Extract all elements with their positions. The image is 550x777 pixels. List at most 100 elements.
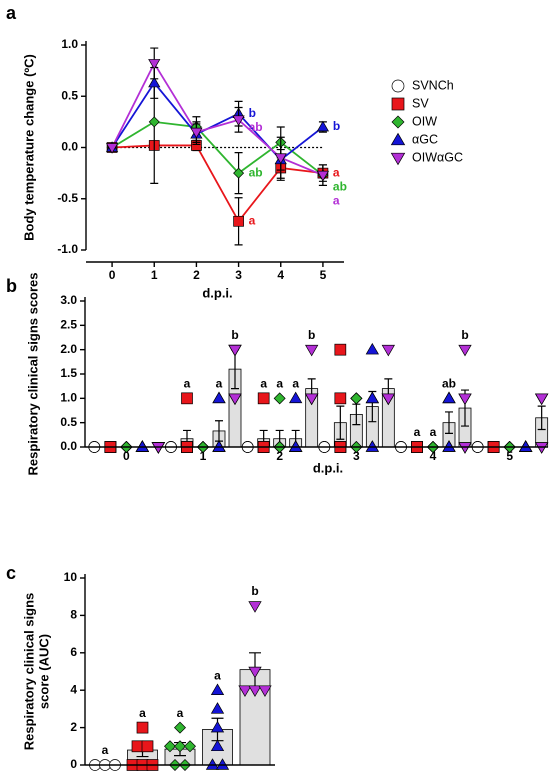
legend-label: αGC [412, 132, 438, 146]
x-tick-label: 5 [320, 268, 327, 282]
significance-letter: a [292, 377, 299, 391]
marker [305, 393, 319, 406]
marker [164, 740, 176, 753]
marker [289, 440, 303, 452]
x-tick-label: 0 [123, 449, 130, 463]
marker [190, 127, 203, 139]
marker [390, 132, 406, 146]
marker [350, 392, 363, 405]
marker [248, 666, 262, 679]
marker [210, 739, 225, 752]
significance-letter: a [333, 193, 340, 207]
y-tick-label: 2.5 [60, 318, 77, 332]
marker [233, 215, 244, 227]
y-tick-label: 0 [70, 757, 77, 771]
marker [205, 758, 220, 770]
series-line [111, 81, 324, 162]
significance-letter: b [333, 119, 340, 133]
significance-letter: b [251, 584, 258, 598]
marker [519, 440, 533, 452]
marker [334, 392, 347, 405]
significance-letter: a [276, 377, 283, 391]
marker [535, 393, 549, 406]
marker [535, 442, 549, 454]
significance-letter: b [308, 328, 315, 342]
marker [391, 115, 405, 129]
marker [232, 115, 245, 127]
marker [181, 392, 193, 405]
significance-letter: ab [249, 165, 263, 179]
marker [390, 152, 406, 166]
y-tick-label: 0.5 [60, 415, 77, 429]
significance-letter: a [177, 706, 184, 720]
y-tick-label: 0.0 [60, 439, 77, 453]
x-tick-label: 5 [506, 449, 513, 463]
panel-label: c [6, 563, 16, 583]
x-tick-label: 2 [276, 449, 283, 463]
y-tick-label: 0.5 [61, 88, 78, 102]
marker [105, 143, 119, 154]
marker [442, 440, 456, 452]
y-tick-label: 10 [64, 570, 78, 584]
x-tick-label: 1 [200, 449, 207, 463]
y-axis-title: Respiratory clinical signs [21, 593, 36, 751]
y-tick-label: 2 [70, 720, 77, 734]
marker [210, 720, 225, 733]
x-tick-label: 3 [235, 268, 242, 282]
y-tick-label: 0.0 [61, 140, 78, 154]
marker [238, 685, 252, 697]
marker [391, 79, 405, 93]
marker [210, 683, 225, 695]
marker [381, 344, 395, 357]
y-tick-label: 8 [70, 608, 77, 622]
marker [212, 440, 226, 452]
significance-letter: a [184, 377, 191, 391]
marker [212, 391, 226, 404]
legend-label: SVNCh [412, 78, 454, 92]
y-tick-label: 4 [70, 682, 77, 696]
marker [365, 391, 379, 404]
marker [258, 685, 272, 697]
marker [248, 685, 262, 697]
marker [305, 344, 319, 357]
marker [184, 740, 196, 753]
marker [365, 342, 379, 355]
series-line [111, 61, 324, 177]
panel-label: b [6, 276, 17, 296]
y-tick-label: 1.0 [60, 391, 77, 405]
marker [365, 440, 379, 452]
x-tick-label: 4 [277, 268, 284, 282]
error-bar [336, 405, 345, 440]
significance-letter: a [102, 743, 109, 757]
marker [289, 391, 303, 404]
x-tick-label: 4 [430, 449, 437, 463]
marker [257, 392, 270, 405]
y-axis-title: Respiratory clinical signs scores [25, 272, 40, 475]
marker [273, 392, 286, 405]
marker [148, 116, 160, 128]
significance-letter: ab [333, 179, 347, 193]
significance-letter: a [214, 668, 221, 682]
marker [210, 702, 225, 714]
y-tick-label: 6 [70, 645, 77, 659]
significance-letter: a [249, 213, 256, 227]
significance-letter: a [414, 425, 421, 439]
series-line [111, 120, 324, 176]
marker [136, 721, 149, 734]
significance-letter: a [430, 425, 437, 439]
marker [233, 167, 245, 179]
panel-label: a [6, 3, 17, 23]
marker [442, 391, 456, 404]
legend-label: OIWαGC [412, 150, 463, 164]
significance-letter: b [461, 328, 468, 342]
marker [334, 343, 347, 356]
marker [228, 393, 242, 406]
y-tick-label: 1.5 [60, 366, 77, 380]
y-tick-label: 1.0 [61, 37, 78, 51]
legend-label: OIW [412, 114, 437, 128]
x-tick-label: 1 [151, 268, 158, 282]
marker [148, 76, 161, 88]
x-axis-title: d.p.i. [202, 285, 232, 300]
significance-letter: a [260, 377, 267, 391]
